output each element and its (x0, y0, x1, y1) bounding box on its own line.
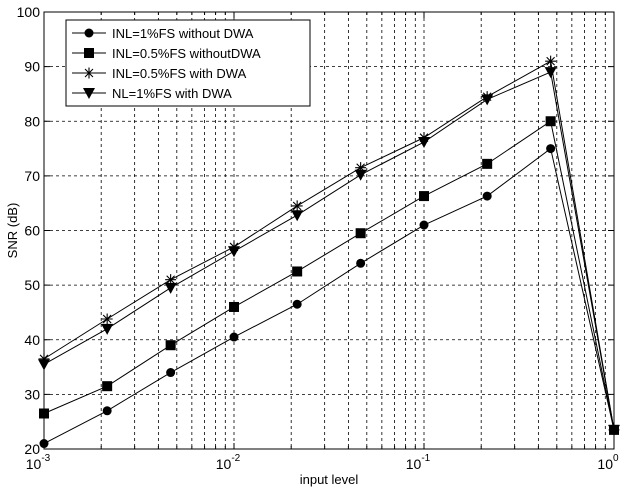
legend-box (65, 19, 311, 107)
data-point (166, 368, 176, 378)
legend-label: INL=0.5%FS withoutDWA (112, 46, 261, 61)
data-point (229, 332, 239, 342)
y-tick-label: 40 (24, 332, 40, 348)
x-tick-exponent: -2 (231, 453, 240, 464)
x-tick-base: 10 (216, 456, 232, 472)
y-tick-label: 50 (24, 277, 40, 293)
data-point (482, 158, 493, 169)
legend-entry: NL=1%FS with DWA (72, 86, 232, 101)
data-point (291, 210, 304, 222)
data-point (291, 200, 303, 212)
data-point (102, 406, 112, 416)
data-point (419, 191, 429, 202)
data-point (165, 274, 177, 286)
y-tick-label: 100 (17, 4, 41, 20)
data-point (482, 191, 492, 201)
data-point (546, 144, 556, 154)
x-tick-label: 10-2 (216, 453, 241, 472)
y-tick-label: 80 (24, 113, 40, 129)
x-tick-label: 100 (597, 453, 619, 472)
data-point (101, 313, 113, 325)
x-tick-base: 10 (406, 456, 422, 472)
legend-label: INL=0.5%FS with DWA (112, 66, 247, 81)
y-tick-label: 30 (24, 386, 40, 402)
data-point (292, 299, 302, 309)
data-point (102, 381, 113, 392)
series-line (43, 120, 615, 430)
legend: INL=1%FS without DWA INL=0.5%FS withoutDW… (65, 19, 311, 107)
series-2 (39, 116, 619, 435)
data-point (228, 246, 240, 258)
x-tick-base: 10 (597, 456, 613, 472)
legend-entry: INL=1%FS without DWA (72, 26, 254, 41)
data-point (356, 258, 366, 268)
legend-entry: INL=0.5%FS withoutDWA (72, 46, 261, 61)
data-point (101, 323, 114, 335)
series-layer (38, 55, 620, 449)
series-line (43, 147, 615, 444)
series-1 (39, 144, 619, 449)
data-point (354, 169, 367, 181)
y-tick-label: 90 (24, 59, 40, 75)
x-axis-label: input level (300, 472, 359, 487)
series-line (43, 71, 615, 430)
y-tick-label: 20 (24, 441, 40, 457)
data-point (545, 116, 556, 127)
y-tick-label: 70 (24, 168, 40, 184)
data-point (355, 162, 367, 174)
data-point (229, 301, 239, 312)
series-4 (38, 67, 620, 436)
data-point (355, 228, 366, 239)
x-tick-exponent: 0 (613, 453, 619, 464)
data-point (83, 67, 95, 79)
x-tick-exponent: -1 (421, 453, 430, 464)
series-line (43, 60, 615, 430)
data-point (292, 266, 303, 277)
data-point (165, 340, 176, 351)
axis-ticks (43, 11, 615, 450)
series-3 (38, 55, 620, 436)
data-point (481, 94, 494, 106)
y-tick-label: 60 (24, 223, 40, 239)
y-axis-label: SNR (dB) (5, 203, 20, 259)
x-tick-exponent: -3 (41, 453, 50, 464)
data-point (418, 137, 430, 149)
x-tick-label: 10-3 (26, 453, 51, 472)
data-point (84, 28, 94, 38)
data-point (84, 48, 94, 58)
data-point (164, 282, 177, 294)
data-point (545, 55, 557, 67)
legend-label: NL=1%FS with DWA (112, 86, 232, 101)
data-point (83, 88, 95, 99)
data-point (419, 220, 429, 230)
x-tick-base: 10 (26, 456, 42, 472)
legend-label: INL=1%FS without DWA (112, 26, 254, 41)
legend-entry: INL=0.5%FS with DWA (72, 66, 247, 81)
data-point (544, 67, 557, 79)
x-tick-label: 10-1 (406, 453, 431, 472)
